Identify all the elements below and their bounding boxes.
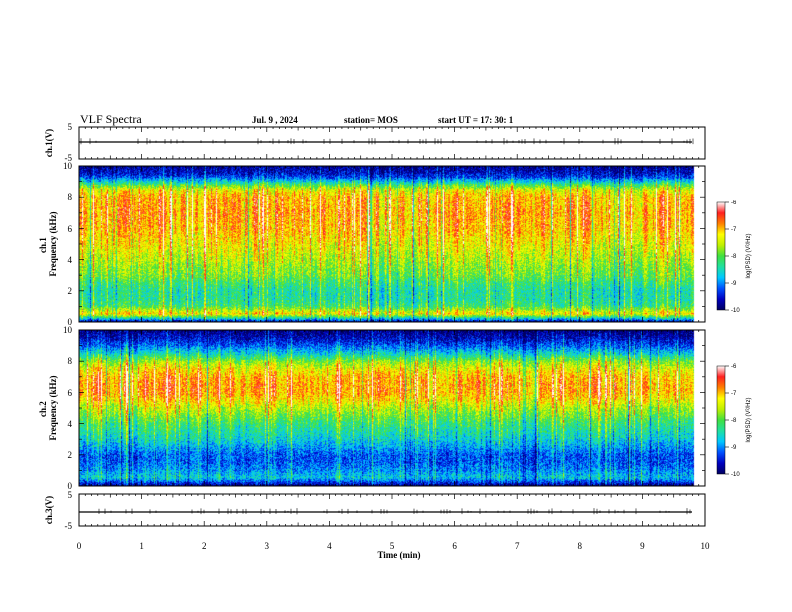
ch1-ytick-label: 6: [68, 224, 73, 234]
time-tick-label: 6: [452, 541, 457, 551]
ch1-colorbar-ticks: -6 -7 -8 -9 -10: [725, 200, 740, 314]
time-tick-label: 0: [77, 541, 82, 551]
time-tick-label: 1: [139, 541, 144, 551]
ch2-colorbar: -6 -7 -8 -9 -10 log(PSD) (V²/Hz): [716, 364, 752, 478]
time-tick-label: 5: [390, 541, 395, 551]
time-axis-ticklabels: 0 1 2 3 4 5 6 7 8 9 10: [77, 541, 710, 551]
colorbar-tick-label: -10: [731, 472, 740, 478]
date-label: Jul. 9 , 2024: [252, 115, 298, 125]
ch2-colorbar-label: log(PSD) (V²/Hz): [746, 397, 752, 442]
ch2-spectrogram-ylabel: ch.2 Frequency (kHz): [38, 375, 58, 440]
colorbar-tick-label: -7: [731, 227, 737, 233]
ch1-colorbar: -6 -7 -8 -9 -10 log(PSD) (V²/Hz): [716, 200, 752, 314]
ch3-waveform-ticks: [78, 494, 706, 526]
ch1-ytick-label: 0: [68, 317, 73, 327]
ch1-ytick-top: 5: [68, 122, 73, 132]
ch1-waveform-ticks: [78, 127, 706, 159]
ch1-waveform-ylabel: ch.1(V): [44, 129, 54, 157]
ch3-ytick-top: 5: [68, 490, 73, 500]
ch2-ytick-label: 10: [63, 325, 73, 335]
ch2-colorbar-ticks: -6 -7 -8 -9 -10: [725, 364, 740, 478]
colorbar-tick-label: -10: [731, 308, 740, 314]
ch1-ytick-label: 10: [63, 161, 73, 171]
colorbar-tick-label: -9: [731, 445, 737, 451]
station-label: station= MOS: [344, 115, 398, 125]
time-tick-label: 8: [578, 541, 583, 551]
ch1-ytick-label: 8: [68, 192, 73, 202]
ch2-spectrogram-panel: 0 2 4 6 8 10 ch.2 Frequency (kHz): [38, 325, 706, 491]
time-tick-label: 3: [265, 541, 270, 551]
ch1-ytick-label: 2: [68, 286, 73, 296]
start-time-label: start UT = 17: 30: 1: [438, 115, 514, 125]
time-tick-label: 2: [202, 541, 207, 551]
ch1-ytick-label: 4: [68, 255, 73, 265]
ch2-ytick-label: 6: [68, 388, 73, 398]
time-axis-label: Time (min): [377, 550, 420, 560]
ch1-spectrogram-panel: 0 2 4 6 8 10 ch.1 Frequency (kHz): [38, 161, 706, 327]
time-tick-label: 10: [701, 541, 711, 551]
ch2-ytick-label: 2: [68, 450, 73, 460]
ch1-spectrogram-image: [79, 166, 705, 322]
ch2-ylabel-line1: ch.2: [38, 401, 48, 417]
colorbar-tick-label: -9: [731, 281, 737, 287]
time-tick-label: 9: [640, 541, 645, 551]
colorbar-tick-label: -7: [731, 391, 737, 397]
time-tick-label: 4: [327, 541, 332, 551]
ch2-ytick-label: 0: [68, 481, 73, 491]
ch1-colorbar-gradient: [716, 201, 726, 311]
ch2-spectrogram-image: [79, 330, 705, 486]
colorbar-tick-label: -6: [731, 200, 737, 206]
ch3-waveform-panel: 5 -5 ch.3(V): [44, 490, 706, 531]
ch1-frequency-ticklabels: 0 2 4 6 8 10: [63, 161, 73, 327]
ch2-colorbar-gradient: [716, 365, 726, 475]
ch2-ytick-label: 8: [68, 356, 73, 366]
ch2-frequency-ticklabels: 0 2 4 6 8 10: [63, 325, 73, 491]
ch1-ytick-bottom: -5: [65, 153, 73, 163]
ch1-ylabel-line2: Frequency (kHz): [48, 211, 58, 276]
ch1-waveform-panel: 5 -5 ch.1(V): [44, 122, 706, 163]
colorbar-tick-label: -8: [731, 254, 737, 260]
ch1-spectrogram-ylabel: ch.1 Frequency (kHz): [38, 211, 58, 276]
ch1-ylabel-line1: ch.1: [38, 237, 48, 253]
time-tick-label: 7: [515, 541, 520, 551]
ch2-spectrogram-ticks: [78, 329, 706, 487]
ch3-waveform-ylabel: ch.3(V): [44, 496, 54, 524]
figure-title: VLF Spectra: [80, 112, 142, 126]
ch1-spectrogram-ticks: [78, 165, 706, 323]
colorbar-tick-label: -8: [731, 418, 737, 424]
ch2-ytick-label: 4: [68, 419, 73, 429]
colorbar-tick-label: -6: [731, 364, 737, 370]
ch3-ytick-bottom: -5: [65, 521, 73, 531]
ch1-colorbar-label: log(PSD) (V²/Hz): [746, 233, 752, 278]
ch2-ylabel-line2: Frequency (kHz): [48, 375, 58, 440]
